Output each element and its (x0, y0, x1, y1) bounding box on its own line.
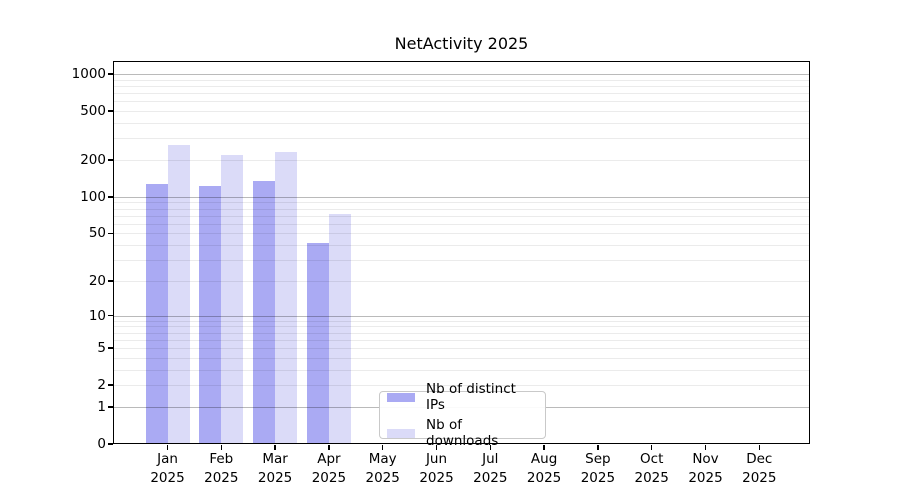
gridline-minor (113, 86, 810, 87)
gridline-minor (113, 202, 810, 204)
gridline-minor (113, 215, 810, 217)
gridline-major (113, 74, 810, 76)
gridline-major (113, 315, 810, 317)
x-tick-mark (435, 445, 438, 450)
bar-ips-apr (306, 242, 329, 444)
gridline-minor (113, 111, 810, 113)
x-tick-mark (758, 445, 761, 450)
chart-title: NetActivity 2025 (394, 34, 529, 53)
x-tick-mark (274, 445, 276, 450)
y-tick-label: 1000 (71, 66, 106, 83)
x-tick-label: May 2025 (365, 451, 400, 486)
x-tick-mark (489, 445, 492, 450)
gridline-minor (113, 93, 810, 95)
x-tick-mark (543, 445, 545, 450)
x-tick-mark (597, 445, 599, 450)
plot-area (113, 61, 810, 444)
y-tick-mark (108, 314, 113, 317)
gridline-minor (113, 348, 810, 350)
legend-row: Nb of downloads (387, 417, 538, 449)
gridline-minor (113, 101, 810, 103)
x-tick-label: Mar 2025 (257, 451, 293, 486)
y-tick-label: 5 (97, 340, 106, 357)
y-tick-label: 1 (97, 398, 106, 415)
x-tick-label: Apr 2025 (311, 451, 347, 486)
x-tick-label: Jan 2025 (150, 451, 185, 486)
gridline-minor (113, 326, 810, 328)
bar-ips-feb (199, 185, 222, 444)
gridline-minor (113, 260, 810, 262)
legend-label-distinct-ips: Nb of distinct IPs (426, 381, 516, 413)
gridline-major (113, 196, 810, 198)
legend-swatch-0 (387, 392, 415, 402)
x-tick-label: Dec 2025 (742, 451, 777, 486)
x-tick-label: Nov 2025 (688, 451, 723, 486)
y-tick-mark (108, 443, 113, 445)
x-tick-mark (166, 445, 169, 450)
y-tick-label: 500 (80, 103, 106, 120)
gridline-minor (113, 160, 810, 162)
x-tick-label: Feb 2025 (204, 451, 239, 486)
gridline-minor (113, 369, 810, 371)
y-tick-mark (108, 73, 113, 75)
y-tick-mark (108, 406, 113, 408)
gridline-minor (113, 208, 810, 210)
x-tick-mark (704, 445, 707, 450)
y-tick-label: 10 (88, 307, 106, 324)
y-tick-label: 200 (80, 152, 106, 169)
bar-downloads-apr (328, 214, 351, 444)
legend-label-downloads: Nb of downloads (426, 417, 499, 449)
y-tick-label: 20 (88, 272, 106, 289)
gridline-minor (113, 339, 810, 341)
y-tick-label: 2 (97, 377, 106, 394)
bar-downloads-feb (221, 154, 244, 444)
gridline-minor (113, 280, 810, 282)
y-tick-mark (108, 159, 113, 161)
x-tick-label: Jul 2025 (473, 451, 508, 486)
gridline-minor (113, 223, 810, 225)
bar-ips-jan (145, 184, 168, 444)
gridline-minor (113, 79, 810, 81)
gridline-minor (113, 123, 810, 125)
gridline-minor (113, 245, 810, 247)
gridline-minor (113, 357, 810, 359)
legend-swatch-1 (387, 428, 415, 438)
gridline-minor (113, 385, 810, 387)
x-tick-mark (220, 445, 223, 450)
x-tick-mark (328, 445, 330, 450)
gridline-minor (113, 233, 810, 235)
bar-ips-mar (253, 180, 276, 444)
y-tick-mark (108, 196, 113, 198)
x-tick-label: Jun 2025 (419, 451, 454, 486)
y-tick-mark (108, 232, 113, 235)
y-tick-mark (108, 384, 113, 386)
x-tick-label: Sep 2025 (580, 451, 616, 486)
y-tick-label: 0 (97, 436, 106, 452)
legend: Nb of distinct IPs Nb of downloads (379, 381, 546, 449)
gridline-minor (113, 138, 810, 140)
y-tick-mark (108, 110, 113, 112)
y-tick-label: 100 (80, 188, 106, 205)
gridline-minor (113, 332, 810, 334)
x-tick-label: Aug 2025 (526, 451, 562, 486)
legend-row: Nb of distinct IPs (387, 381, 538, 413)
y-tick-mark (108, 347, 113, 349)
x-tick-mark (381, 445, 384, 450)
x-tick-mark (650, 445, 653, 450)
y-tick-label: 50 (88, 225, 106, 242)
bar-downloads-mar (275, 151, 298, 444)
gridline-minor (113, 320, 810, 322)
bar-downloads-jan (167, 145, 190, 444)
y-tick-mark (108, 280, 113, 282)
x-tick-label: Oct 2025 (634, 451, 669, 486)
